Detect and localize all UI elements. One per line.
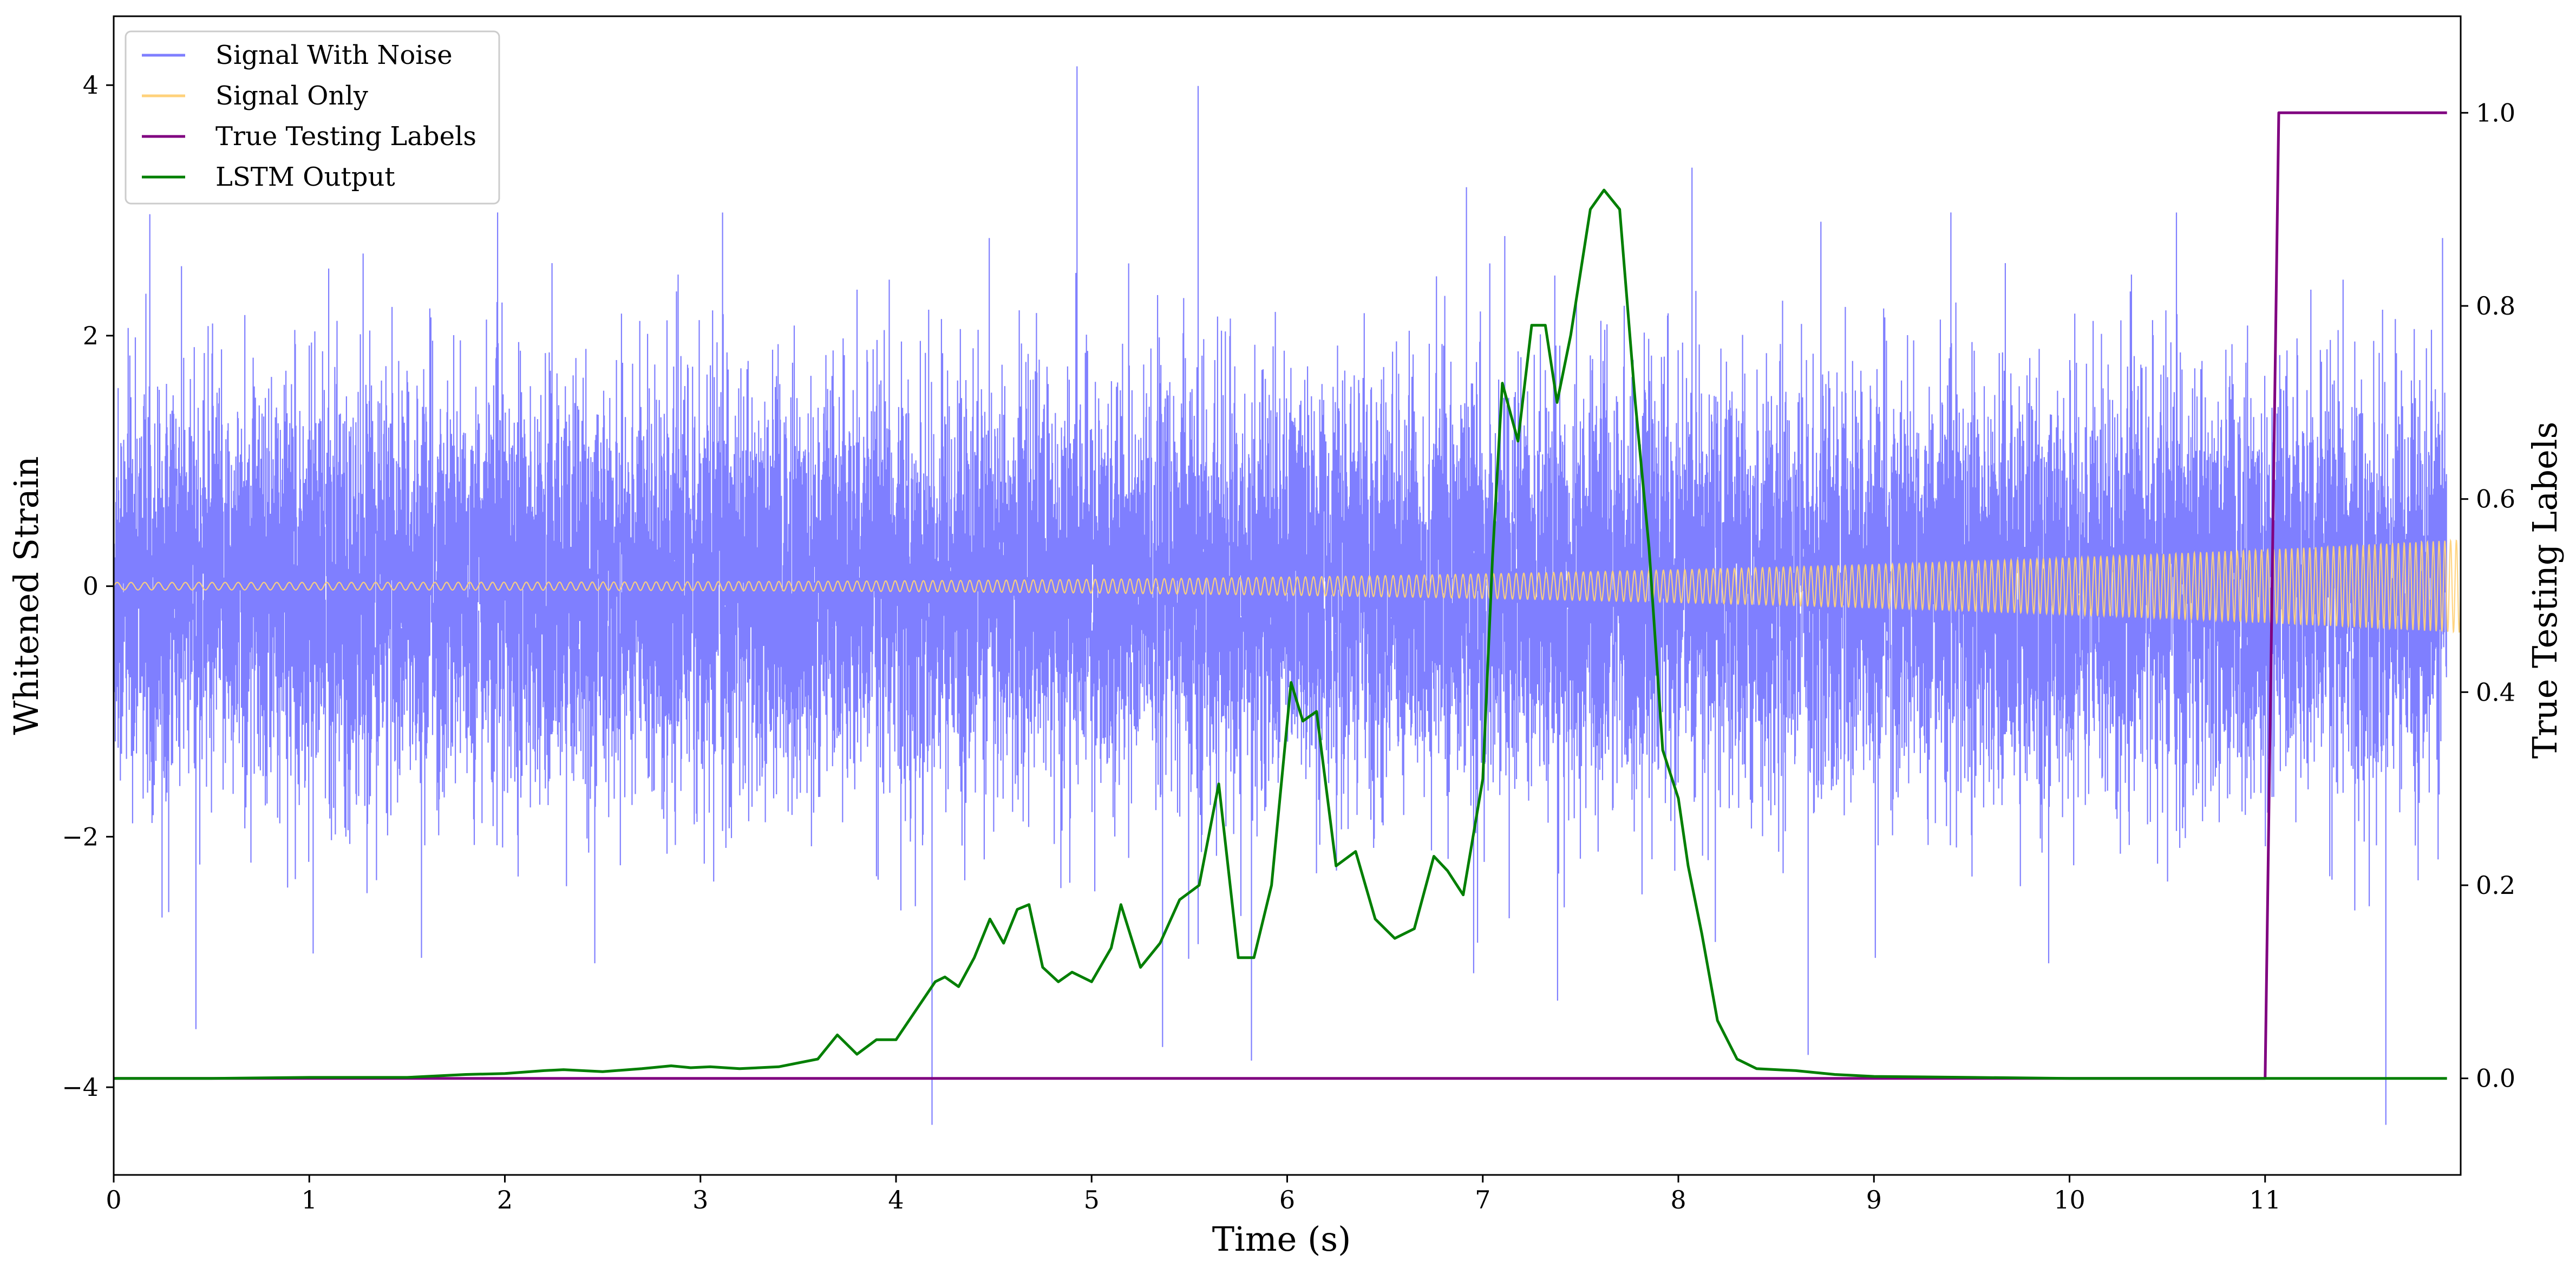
y-axis-right: 1.0 0.8 0.6 0.4 0.2 0.0 xyxy=(2461,98,2515,1093)
series-layer xyxy=(114,66,2461,1125)
legend-label-signal-only: Signal Only xyxy=(215,81,368,111)
x-tick-label: 5 xyxy=(1084,1185,1100,1214)
x-tick-label: 11 xyxy=(2249,1185,2281,1214)
legend-box xyxy=(125,30,500,205)
series-true-testing-labels xyxy=(114,111,2447,1080)
y-right-tick-label: 0.8 xyxy=(2476,291,2515,321)
y-axis-label-right: True Testing Labels xyxy=(2525,422,2565,759)
y-left-tick-label: 2 xyxy=(83,321,99,350)
y-left-tick-label: −2 xyxy=(62,822,99,851)
legend: Signal With Noise Signal Only True Testi… xyxy=(125,30,500,205)
x-tick-label: 4 xyxy=(888,1185,904,1214)
x-tick-label: 6 xyxy=(1279,1185,1295,1214)
y-right-tick-label: 0.2 xyxy=(2476,871,2515,900)
x-axis-label: Time (s) xyxy=(1212,1219,1351,1259)
y-right-tick-label: 0.0 xyxy=(2476,1064,2515,1093)
y-axis-left: 4 2 0 −2 −4 xyxy=(62,70,114,1102)
series-signal-only xyxy=(114,538,2461,634)
x-tick-label: 7 xyxy=(1475,1185,1490,1214)
x-tick-label: 0 xyxy=(106,1185,121,1214)
y-left-tick-label: −4 xyxy=(62,1073,99,1102)
series-lstm-output xyxy=(114,188,2447,1080)
y-axis-label-left: Whitened Strain xyxy=(6,456,46,735)
x-tick-label: 9 xyxy=(1866,1185,1882,1214)
x-tick-label: 10 xyxy=(2054,1185,2085,1214)
x-tick-label: 3 xyxy=(692,1185,708,1214)
x-tick-label: 1 xyxy=(302,1185,317,1214)
legend-label-lstm-output: LSTM Output xyxy=(215,162,395,192)
plot-area xyxy=(114,66,2461,1125)
x-tick-label: 2 xyxy=(497,1185,513,1214)
legend-label-true-testing-labels: True Testing Labels xyxy=(215,121,476,152)
x-axis: 0 1 2 3 4 5 6 7 8 9 10 11 xyxy=(106,1175,2281,1214)
legend-label-signal-with-noise: Signal With Noise xyxy=(215,40,453,70)
series-signal-with-noise xyxy=(114,66,2447,1125)
y-right-tick-label: 0.6 xyxy=(2476,485,2515,514)
y-right-tick-label: 0.4 xyxy=(2476,677,2515,707)
y-right-tick-label: 1.0 xyxy=(2476,98,2515,127)
x-tick-label: 8 xyxy=(1670,1185,1686,1214)
y-left-tick-label: 0 xyxy=(83,572,99,601)
y-left-tick-label: 4 xyxy=(83,70,99,100)
